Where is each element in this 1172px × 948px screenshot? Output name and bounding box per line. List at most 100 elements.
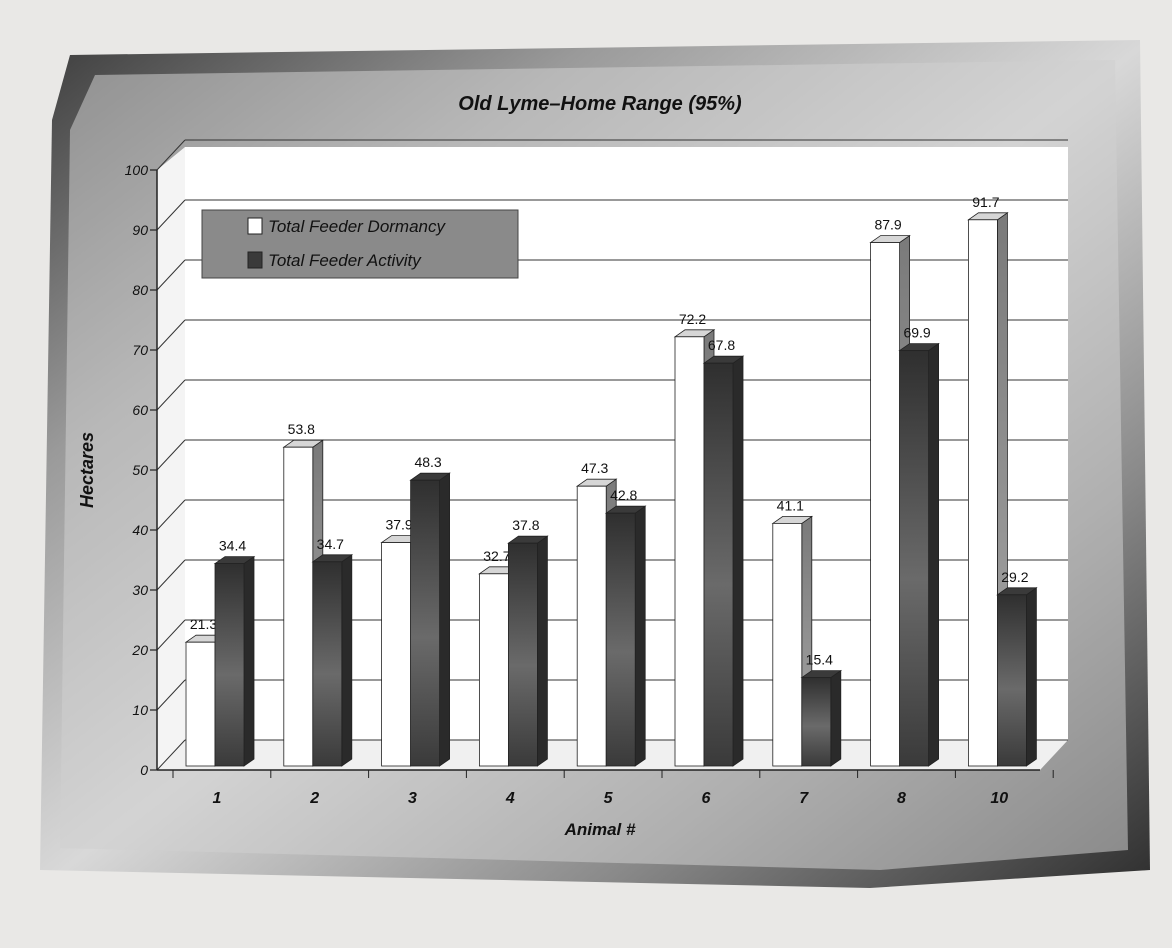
bar-front [478, 573, 509, 767]
legend-label-dormancy: Total Feeder Dormancy [268, 217, 447, 236]
x-tick-label: 3 [408, 790, 417, 807]
bar-activity-animal-5: 42.8 [604, 487, 647, 767]
gridline-side [156, 319, 186, 351]
y-tick-label: 0 [140, 762, 148, 778]
bar-front [899, 350, 929, 767]
y-tick-label: 50 [132, 462, 148, 478]
gridline-side [156, 679, 186, 711]
x-axis-label: Animal # [564, 820, 636, 839]
bar-front [283, 446, 314, 767]
gridline-side [156, 619, 186, 651]
bar-activity-animal-10: 29.2 [996, 569, 1038, 767]
data-label: 69.9 [903, 325, 930, 341]
plot-left-wall [157, 147, 185, 770]
y-tick-label: 90 [132, 222, 148, 238]
gridline-side [156, 379, 186, 411]
y-axis-ticks: 0 10 20 30 40 50 60 70 80 90 100 [125, 162, 157, 778]
legend-swatch-activity [247, 251, 263, 269]
legend-swatch-dormancy [247, 217, 263, 235]
gridline-side [156, 199, 186, 231]
bar-front [968, 219, 998, 767]
bar-activity-animal-7: 15.4 [800, 652, 843, 767]
data-label: 87.9 [874, 217, 901, 233]
x-axis-ticks: 1 2 3 4 5 6 7 8 10 [172, 770, 1054, 807]
bar-side [928, 342, 939, 767]
bar-front [312, 561, 343, 767]
bar-front [772, 523, 803, 767]
bar-activity-animal-6: 67.8 [702, 337, 745, 767]
bar-side [537, 535, 548, 767]
bar-activity-animal-2: 34.7 [311, 536, 354, 767]
x-tick-label: 10 [990, 790, 1008, 807]
data-label: 21.3 [190, 616, 217, 632]
y-tick-label: 40 [132, 522, 148, 538]
bar-front [576, 485, 607, 767]
x-tick-label: 2 [309, 790, 319, 807]
bar-side [732, 355, 744, 767]
data-label: 41.1 [777, 497, 804, 513]
data-label: 32.7 [483, 548, 510, 564]
y-tick-label: 70 [132, 342, 148, 358]
legend: Total Feeder Dormancy Total Feeder Activ… [201, 209, 519, 279]
bar-front [410, 479, 441, 767]
legend-label-activity: Total Feeder Activity [268, 251, 422, 270]
bar-side [830, 669, 842, 767]
bar-front [605, 512, 636, 767]
data-label: 37.8 [512, 517, 539, 533]
data-label: 37.9 [385, 517, 412, 533]
x-tick-label: 1 [212, 790, 221, 807]
data-label: 47.3 [581, 460, 608, 476]
bar-front [997, 594, 1027, 767]
data-label: 34.7 [317, 536, 344, 552]
data-label: 53.8 [288, 421, 315, 437]
data-label: 34.4 [219, 538, 246, 554]
y-tick-label: 20 [131, 642, 148, 658]
x-tick-label: 6 [701, 790, 710, 807]
bar-dormancy-animal-7: 41.1 [771, 497, 814, 767]
gridline-side [156, 259, 186, 291]
bars: 21.3 34.4 53.8 34.7 37.9 48.3 32.737.8 47.342.8… [184, 194, 1038, 767]
x-tick-label: 8 [897, 790, 906, 807]
bar-activity-animal-3: 48.3 [409, 454, 451, 767]
bar-front [870, 242, 900, 767]
x-tick-label: 5 [604, 790, 614, 807]
data-label: 29.2 [1001, 569, 1028, 585]
data-label: 67.8 [708, 337, 735, 353]
gridline-side [156, 739, 186, 771]
bar-front [801, 677, 832, 767]
bar-front [674, 336, 705, 767]
gridline-side [156, 499, 186, 531]
bar-activity-animal-8: 69.9 [898, 325, 940, 767]
bar-activity-animal-1: 34.4 [213, 538, 256, 767]
bar-side [243, 555, 255, 767]
y-tick-label: 80 [132, 282, 148, 298]
bar-side [1026, 587, 1037, 767]
y-tick-label: 60 [132, 402, 148, 418]
gridline-side [156, 139, 186, 171]
bar-side [341, 554, 353, 767]
bar-front [214, 563, 245, 767]
bar-front [185, 641, 216, 767]
data-label: 91.7 [972, 194, 999, 210]
data-label: 72.2 [679, 311, 706, 327]
bar-front [507, 542, 538, 767]
chart-title: Old Lyme–Home Range (95%) [458, 93, 742, 115]
data-label: 15.4 [806, 652, 833, 668]
x-tick-label: 7 [799, 790, 809, 807]
bar-activity-animal-4: 37.8 [507, 517, 549, 767]
bar-side [634, 505, 646, 767]
x-tick-label: 4 [505, 790, 515, 807]
y-axis-label: Hectares [77, 432, 97, 508]
y-tick-label: 30 [132, 582, 148, 598]
y-tick-label: 10 [132, 702, 148, 718]
y-tick-label: 100 [125, 162, 149, 178]
bar-front [381, 542, 412, 767]
gridline-side [156, 559, 186, 591]
data-label: 42.8 [610, 487, 637, 503]
gridline-side [156, 439, 186, 471]
bar-side [439, 472, 451, 767]
data-label: 48.3 [414, 454, 441, 470]
bar-front [703, 362, 734, 767]
